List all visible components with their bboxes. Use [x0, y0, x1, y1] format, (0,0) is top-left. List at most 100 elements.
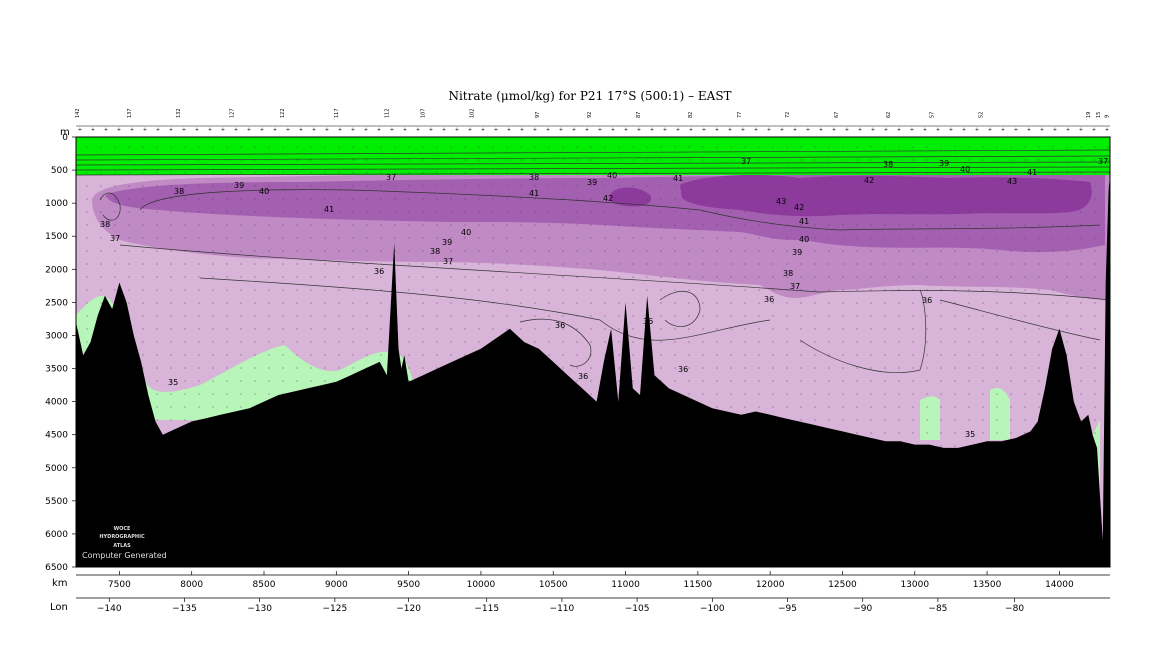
station-tick: + — [1001, 127, 1005, 133]
logo-line1: WOCE — [114, 526, 131, 532]
x-tick-label: 7500 — [108, 580, 131, 590]
station-tick: + — [377, 127, 381, 133]
station-tick: + — [520, 127, 524, 133]
station-tick: + — [130, 127, 134, 133]
contour-label: 41 — [324, 205, 334, 214]
station-tick: + — [195, 127, 199, 133]
station-label: 57 — [930, 112, 936, 118]
station-tick: + — [650, 127, 654, 133]
contour-label: 41 — [799, 217, 809, 226]
station-label: 92 — [587, 112, 593, 118]
contour-label: 38 — [783, 269, 793, 278]
station-label: 15 — [1096, 112, 1102, 118]
station-tick: + — [78, 127, 82, 133]
x-tick-label: 8500 — [253, 580, 276, 590]
lon-tick-label: −80 — [1005, 604, 1024, 614]
x-tick-label: 9500 — [397, 580, 420, 590]
station-tick: + — [793, 127, 797, 133]
station-label: 142 — [75, 108, 81, 118]
contour-label: 41 — [673, 174, 683, 183]
station-tick: + — [559, 127, 563, 133]
x-tick-label: 11500 — [684, 580, 713, 590]
x-axis: 7500 8000 8500 9000 9500 10000 10500 11000 11500… — [108, 571, 1074, 590]
lon-tick-label: −100 — [700, 604, 725, 614]
x-tick-label: 13000 — [900, 580, 929, 590]
x-tick-label: 14000 — [1045, 580, 1074, 590]
x-unit-label: km — [52, 578, 68, 589]
station-tick: + — [312, 127, 316, 133]
contour-label: 38 — [883, 160, 893, 169]
station-tick: + — [364, 127, 368, 133]
station-tick: + — [780, 127, 784, 133]
x-tick-label: 9000 — [325, 580, 348, 590]
station-ticks: + + + + + + + + + + + + + + + + + + + + + + + + + + + + + + + + + + + + + + + +… — [78, 127, 1109, 133]
y-tick-label: 6000 — [45, 530, 68, 540]
y-tick-label: 2500 — [45, 298, 68, 308]
station-tick: + — [481, 127, 485, 133]
station-tick: + — [546, 127, 550, 133]
contour-label: 35 — [168, 378, 178, 387]
station-tick: + — [754, 127, 758, 133]
y-tick-label: 5500 — [45, 497, 68, 507]
y-tick-label: 5000 — [45, 464, 68, 474]
station-labels: 142 137 132 127 122 117 112 107 102 97 92 87 82 77 72 6… — [75, 108, 1111, 118]
station-label: 117 — [334, 108, 340, 118]
station-tick: + — [676, 127, 680, 133]
contour-label: 40 — [960, 165, 970, 174]
station-tick: + — [767, 127, 771, 133]
contour-label: 43 — [1007, 177, 1017, 186]
station-tick: + — [1105, 127, 1109, 133]
contour-label: 35 — [965, 430, 975, 439]
x-tick-label: 13500 — [973, 580, 1002, 590]
contour-label: 42 — [864, 176, 874, 185]
station-tick: + — [741, 127, 745, 133]
lon-axis: −140 −135 −130 −125 −120 −115 −110 −105 −100 −95 −… — [97, 598, 1024, 614]
station-tick: + — [975, 127, 979, 133]
station-tick: + — [494, 127, 498, 133]
station-tick: + — [832, 127, 836, 133]
contour-label: 39 — [442, 238, 452, 247]
y-tick-label: 1500 — [45, 232, 68, 242]
contour-label: 37 — [790, 282, 800, 291]
station-tick: + — [169, 127, 173, 133]
station-tick: + — [1014, 127, 1018, 133]
station-tick: + — [884, 127, 888, 133]
station-tick: + — [442, 127, 446, 133]
contour-label: 40 — [259, 187, 269, 196]
station-tick: + — [390, 127, 394, 133]
contour-label: 42 — [794, 203, 804, 212]
station-tick: + — [260, 127, 264, 133]
lon-tick-label: −105 — [625, 604, 650, 614]
station-tick: + — [819, 127, 823, 133]
chart-title: Nitrate (μmol/kg) for P21 17°S (500:1) –… — [448, 89, 731, 103]
station-label: 127 — [230, 108, 236, 118]
lon-label: Lon — [50, 602, 68, 613]
lon-tick-label: −120 — [396, 604, 421, 614]
logo-line2: HYDROGRAPHIC — [99, 534, 145, 540]
station-tick: + — [416, 127, 420, 133]
station-tick: + — [234, 127, 238, 133]
station-tick: + — [455, 127, 459, 133]
station-tick: + — [104, 127, 108, 133]
station-tick: + — [910, 127, 914, 133]
station-tick: + — [572, 127, 576, 133]
station-tick: + — [962, 127, 966, 133]
contour-label: 41 — [529, 189, 539, 198]
x-tick-label: 10500 — [539, 580, 568, 590]
contour-label: 36 — [764, 295, 774, 304]
station-tick: + — [715, 127, 719, 133]
contour-label: 39 — [587, 178, 597, 187]
contour-label: 36 — [578, 372, 588, 381]
lon-tick-label: −135 — [172, 604, 197, 614]
station-tick: + — [273, 127, 277, 133]
station-tick: + — [1053, 127, 1057, 133]
x-tick-label: 8000 — [180, 580, 203, 590]
station-tick: + — [585, 127, 589, 133]
lon-tick-label: −85 — [928, 604, 947, 614]
station-tick: + — [689, 127, 693, 133]
contour-label: 37 — [1098, 157, 1108, 166]
station-label: 19 — [1086, 112, 1092, 118]
x-tick-label: 12000 — [756, 580, 785, 590]
y-tick-label: 4500 — [45, 431, 68, 441]
contour-label: 37 — [386, 173, 396, 182]
